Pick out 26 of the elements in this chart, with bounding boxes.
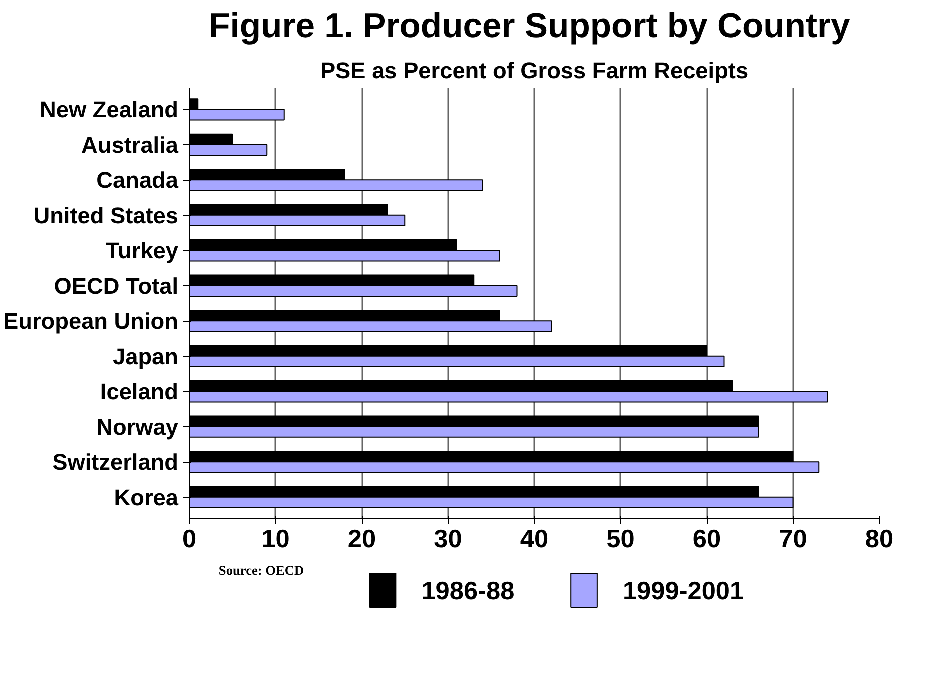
y-tick-label: Canada [96, 167, 179, 194]
x-tick-label: 0 [182, 526, 197, 554]
y-tick-label: Iceland [100, 378, 179, 405]
y-tick-label: Korea [114, 484, 179, 510]
x-tick-label: 30 [434, 526, 462, 554]
legend-label: 1999-2001 [622, 578, 744, 606]
source-note: Source: OECD [218, 563, 304, 578]
y-tick-label: Norway [96, 414, 179, 440]
y-tick-label: Switzerland [52, 449, 179, 476]
y-tick-label: Japan [113, 343, 179, 370]
x-tick-label: 50 [606, 526, 635, 554]
x-tick-label: 10 [262, 526, 290, 554]
legend-label: 1986-88 [422, 578, 515, 606]
x-tick-label: 60 [692, 526, 722, 554]
chart-title: Figure 1. Producer Support by Country [209, 8, 852, 46]
y-tick-label: European Union [4, 308, 179, 334]
y-tick-label: Australia [82, 132, 179, 158]
y-tick-label: Turkey [106, 238, 179, 264]
x-tick-label: 70 [779, 526, 808, 554]
y-tick-label: OECD Total [54, 272, 179, 299]
x-tick-label: 80 [865, 526, 894, 554]
x-tick-label: 20 [348, 526, 376, 554]
chart-subtitle: PSE as Percent of Gross Farm Receipts [320, 58, 749, 84]
y-tick-label: United States [34, 202, 179, 228]
x-tick-label: 40 [520, 526, 549, 554]
y-tick-label: New Zealand [40, 96, 179, 123]
